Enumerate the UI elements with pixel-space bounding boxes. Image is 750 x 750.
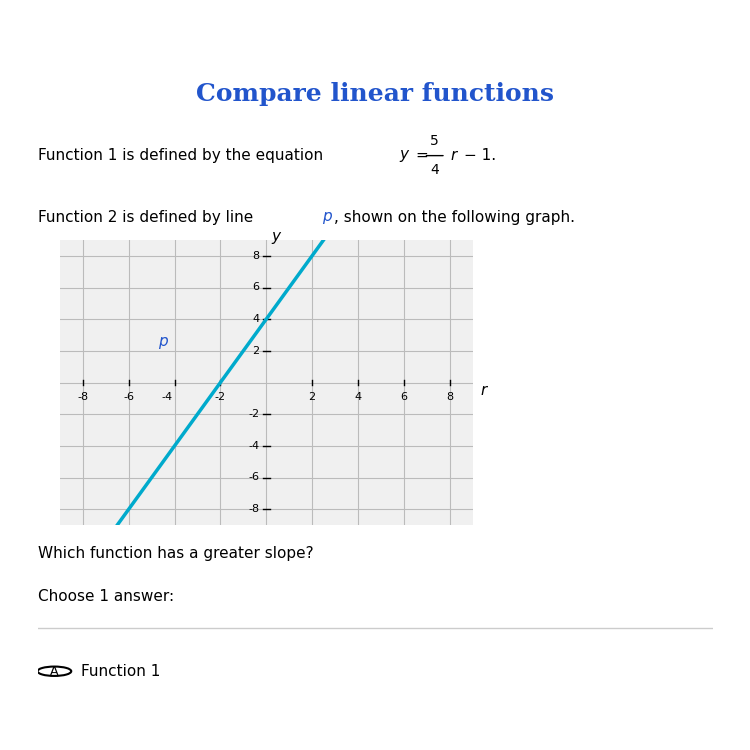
- Text: 6: 6: [252, 283, 260, 292]
- Text: $p$: $p$: [322, 209, 333, 226]
- Text: r: r: [481, 383, 487, 398]
- Text: -2: -2: [214, 392, 226, 402]
- Text: -6: -6: [123, 392, 134, 402]
- Text: -8: -8: [77, 392, 88, 402]
- Text: 8: 8: [446, 392, 453, 402]
- Text: 2: 2: [252, 346, 260, 355]
- Text: 8: 8: [252, 251, 260, 261]
- Text: -4: -4: [161, 392, 172, 402]
- Text: − 1.: − 1.: [464, 148, 496, 164]
- Text: $p$: $p$: [158, 335, 169, 351]
- Text: -4: -4: [248, 441, 259, 451]
- Text: Function 1: Function 1: [81, 664, 160, 679]
- Text: =: =: [416, 148, 434, 164]
- Text: 4: 4: [430, 164, 439, 177]
- Text: -8: -8: [248, 504, 259, 515]
- Text: 2: 2: [308, 392, 316, 402]
- Text: Function 1 is defined by the equation: Function 1 is defined by the equation: [38, 148, 328, 164]
- Text: -2: -2: [248, 410, 259, 419]
- Text: A: A: [50, 664, 58, 678]
- Text: y: y: [271, 230, 280, 244]
- Text: $y$: $y$: [399, 148, 410, 164]
- Text: 4: 4: [252, 314, 260, 324]
- Text: 4: 4: [354, 392, 362, 402]
- Text: Function 2 is defined by line: Function 2 is defined by line: [38, 210, 258, 225]
- Text: -6: -6: [248, 472, 259, 482]
- Text: Which function has a greater slope?: Which function has a greater slope?: [38, 546, 314, 561]
- Text: 6: 6: [400, 392, 407, 402]
- Text: , shown on the following graph.: , shown on the following graph.: [334, 210, 575, 225]
- Text: Choose 1 answer:: Choose 1 answer:: [38, 589, 173, 604]
- Text: $r$: $r$: [450, 148, 459, 164]
- Text: Compare linear functions: Compare linear functions: [196, 82, 554, 106]
- Text: 5: 5: [430, 134, 439, 148]
